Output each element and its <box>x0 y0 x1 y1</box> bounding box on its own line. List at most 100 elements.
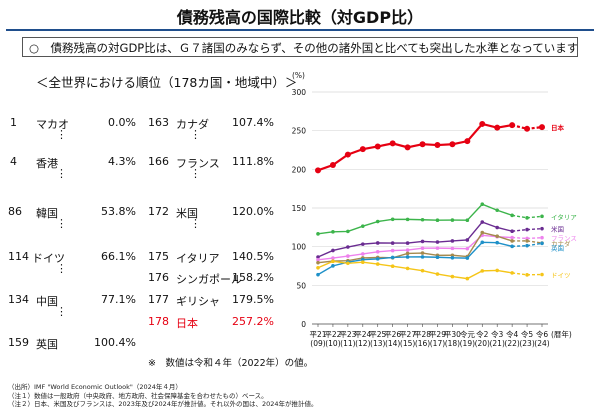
right-value-5: 158.2% <box>232 271 274 284</box>
left-rank-3: 86 <box>8 205 22 218</box>
right-rank-1: 163 <box>148 116 169 129</box>
data-point-フランス <box>390 248 395 253</box>
left-value-3: 53.8% <box>101 205 136 218</box>
data-point-日本 <box>315 167 321 174</box>
ellipsis-left-5: ⋮ <box>56 305 67 318</box>
series-line-英国 <box>317 241 513 276</box>
right-rank-3: 172 <box>148 205 169 218</box>
left-value-1: 0.0% <box>108 116 136 129</box>
data-point-カナダ <box>316 260 320 265</box>
y-tick-label: 200 <box>292 165 307 174</box>
series-line-ドイツ <box>317 260 513 280</box>
data-point-米国 <box>495 225 499 230</box>
data-point-フランス <box>540 235 544 240</box>
data-point-日本 <box>494 124 501 131</box>
source-line-1: （出所）IMF "World Economic Outlook"（2024年４月… <box>8 383 182 391</box>
data-point-米国 <box>361 242 365 246</box>
data-point-カナダ <box>510 239 514 243</box>
ellipsis-right-1: ⋮ <box>190 128 201 141</box>
data-point-カナダ <box>420 251 425 255</box>
data-point-英国 <box>465 256 470 260</box>
x-tick-label: 令5 <box>521 329 534 339</box>
x-tick-sublabel: (11) <box>340 339 355 348</box>
data-point-英国 <box>420 255 425 259</box>
x-tick-sublabel: (10) <box>325 339 340 348</box>
data-point-日本 <box>449 141 456 148</box>
data-point-英国 <box>405 255 410 259</box>
data-point-ドイツ <box>480 269 485 273</box>
series-label-カナダ: カナダ <box>551 239 571 248</box>
data-point-日本 <box>404 144 411 151</box>
left-rank-5: 134 <box>8 293 29 306</box>
data-point-日本 <box>524 125 531 132</box>
data-point-イタリア <box>450 218 455 222</box>
x-tick-sublabel: (24) <box>534 339 549 348</box>
data-point-カナダ <box>405 251 410 256</box>
left-country-1: マカオ <box>36 118 69 131</box>
right-country-3: 米国 <box>176 207 198 220</box>
series-line-イタリア <box>317 203 513 235</box>
left-rank-4: 114 <box>8 250 29 263</box>
data-point-フランス <box>435 246 440 250</box>
data-point-日本 <box>434 142 441 149</box>
x-tick-sublabel: (15) <box>400 339 415 348</box>
sources-block: （出所）IMF "World Economic Outlook"（2024年４月… <box>8 383 318 409</box>
series-lines <box>315 120 545 281</box>
x-tick-sublabel: (19) <box>460 339 475 348</box>
data-point-フランス <box>346 254 350 258</box>
x-tick-sublabel: (23) <box>519 339 534 348</box>
data-point-英国 <box>450 256 455 260</box>
x-tick-sublabel: (18) <box>445 339 460 348</box>
x-tick-label: 平21 <box>309 330 326 339</box>
y-tick-label: 0 <box>301 320 306 329</box>
data-point-カナダ <box>525 239 529 243</box>
y-tick-label: 250 <box>292 127 307 136</box>
data-point-日本 <box>464 138 471 145</box>
data-point-英国 <box>390 255 395 260</box>
left-value-2: 4.3% <box>108 155 136 168</box>
data-point-イタリア <box>420 217 425 222</box>
data-point-米国 <box>316 255 320 259</box>
series-label-米国: 米国 <box>551 225 564 234</box>
data-point-ドイツ <box>435 272 440 276</box>
right-country-6: ギリシャ <box>176 295 220 308</box>
right-rank-5: 176 <box>148 271 169 284</box>
series-label-イタリア: イタリア <box>551 212 577 221</box>
x-tick-sublabel: (12) <box>355 339 370 348</box>
series-label-日本: 日本 <box>551 123 565 132</box>
ranking-note: ※ 数値は令和４年（2022年）の値。 <box>148 358 314 369</box>
x-tick-label: 平24 <box>354 330 371 339</box>
right-value-7-highlight: 257.2% <box>232 315 274 328</box>
data-point-ドイツ <box>331 259 335 264</box>
data-point-イタリア <box>510 213 514 218</box>
left-country-2: 香港 <box>36 157 58 170</box>
data-point-フランス <box>420 246 425 251</box>
data-point-日本 <box>344 151 351 158</box>
data-point-ドイツ <box>450 274 455 279</box>
left-value-6: 100.4% <box>94 336 136 349</box>
y-axis: 0 50 100 150 200 250 300 (%) <box>292 71 307 329</box>
x-tick-sublabel: (09) <box>310 339 325 348</box>
data-point-カナダ <box>495 234 499 239</box>
data-point-日本 <box>359 146 366 153</box>
x-tick-sublabel: (14) <box>385 339 400 348</box>
note-line-1: （注１）数値は一般政府（中央政府、地方政府、社会保障基金を合わせたもの）ベース。 <box>8 391 268 400</box>
data-point-英国 <box>540 241 544 246</box>
data-point-米国 <box>540 226 544 231</box>
x-tick-label: 平29 <box>429 330 446 339</box>
x-tick-sublabel: (16) <box>415 339 430 348</box>
data-point-米国 <box>510 229 514 233</box>
data-point-英国 <box>375 257 380 261</box>
data-point-ドイツ <box>390 264 395 269</box>
data-point-フランス <box>405 248 410 252</box>
data-point-フランス <box>361 252 365 256</box>
y-tick-label: 300 <box>292 88 307 97</box>
ellipsis-right-2: ⋮ <box>190 167 201 180</box>
data-point-ドイツ <box>525 273 529 277</box>
data-point-イタリア <box>361 224 365 228</box>
data-point-イタリア <box>331 230 335 234</box>
data-point-日本 <box>329 162 336 169</box>
ranking-heading: ＜全世界における順位（178カ国・地域中）＞ <box>36 75 298 90</box>
